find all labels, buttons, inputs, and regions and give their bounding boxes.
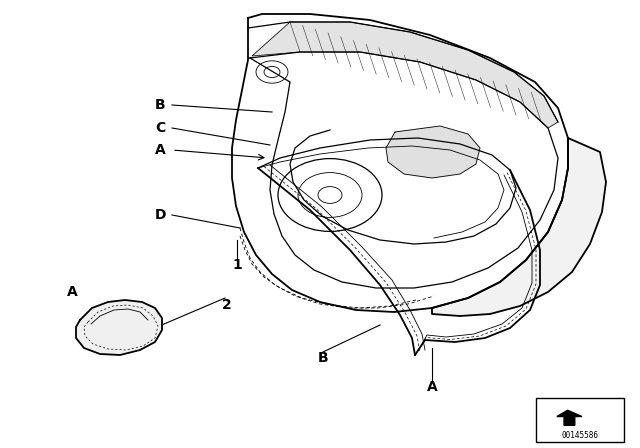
Polygon shape [386, 126, 480, 178]
Text: B: B [317, 351, 328, 365]
Text: C: C [155, 121, 165, 135]
Text: 00145586: 00145586 [561, 431, 598, 440]
Text: 1: 1 [232, 258, 242, 272]
Polygon shape [252, 22, 558, 128]
Polygon shape [432, 138, 606, 316]
Text: D: D [154, 208, 166, 222]
Text: A: A [67, 285, 77, 299]
Polygon shape [557, 410, 582, 425]
Polygon shape [76, 300, 162, 355]
Text: A: A [155, 143, 165, 157]
Text: A: A [427, 380, 437, 394]
Text: B: B [155, 98, 165, 112]
Bar [536, 398, 624, 442]
Text: 2: 2 [222, 298, 232, 312]
